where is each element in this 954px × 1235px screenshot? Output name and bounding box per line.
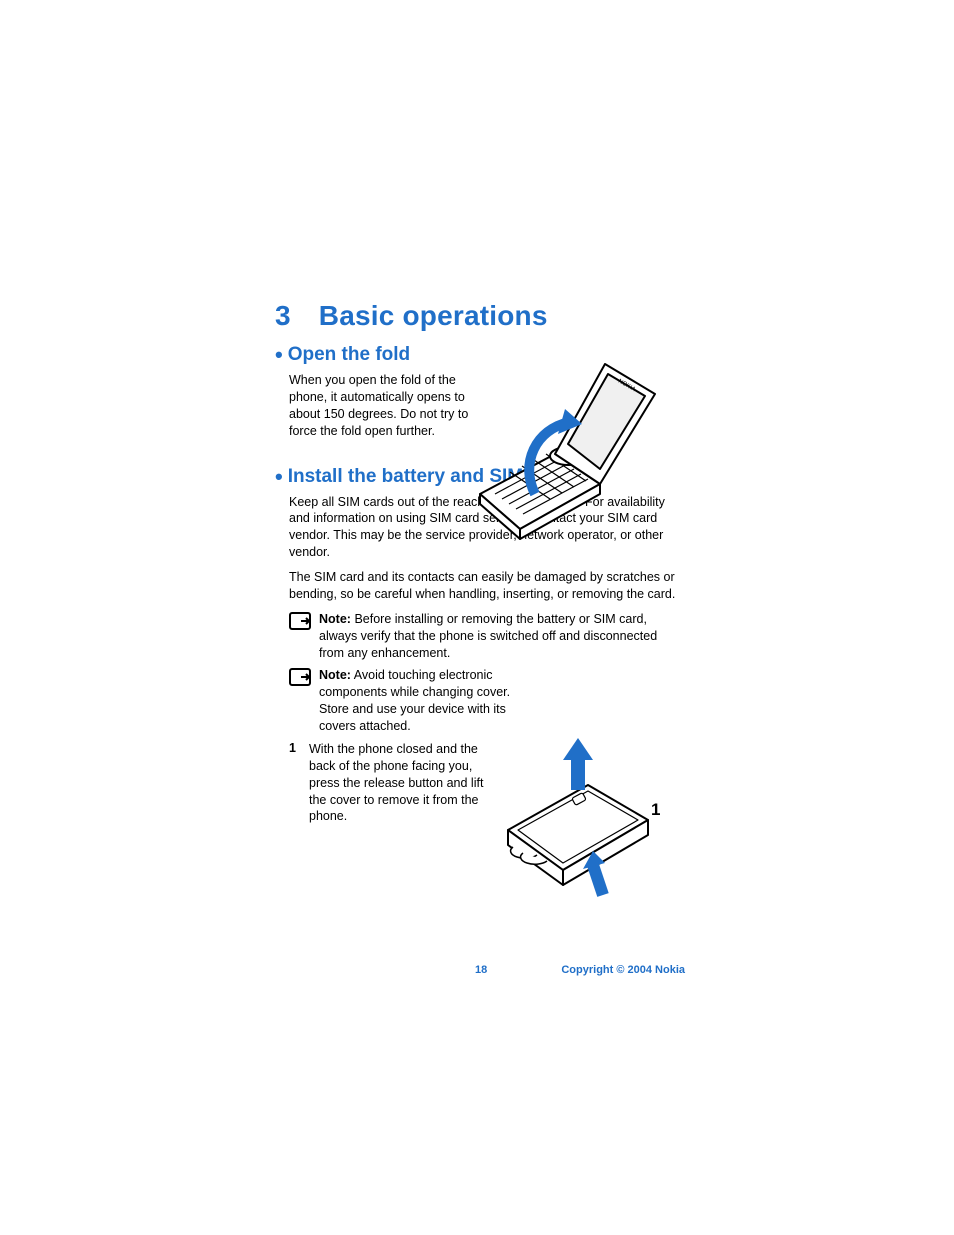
figure-open-fold: NOKIA <box>460 344 660 544</box>
page-footer: 18 Copyright © 2004 Nokia <box>275 964 685 976</box>
figure2-step-label: 1 <box>651 800 660 819</box>
note-label: Note: <box>319 612 351 626</box>
note1-body: Before installing or removing the batter… <box>319 612 657 660</box>
section2-p2: The SIM card and its contacts can easily… <box>289 569 685 603</box>
section1-body: When you open the fold of the phone, it … <box>289 372 484 440</box>
bullet-icon: • <box>275 344 283 366</box>
bullet-icon: • <box>275 466 283 488</box>
note-label: Note: <box>319 668 351 682</box>
chapter-number: 3 <box>275 300 291 331</box>
note-row-1: Note: Before installing or removing the … <box>289 611 685 662</box>
note-row-2: Note: Avoid touching electronic componen… <box>289 667 685 735</box>
figure-remove-cover: 1 <box>493 735 673 905</box>
note1-text: Note: Before installing or removing the … <box>319 611 685 662</box>
chapter-heading: 3 Basic operations <box>275 300 685 332</box>
note2-text: Note: Avoid touching electronic componen… <box>319 667 514 735</box>
chapter-title: Basic operations <box>319 300 548 331</box>
section-title: Open the fold <box>288 344 410 366</box>
footer-copyright: Copyright © 2004 Nokia <box>561 964 685 976</box>
step1-text: With the phone closed and the back of th… <box>309 741 504 825</box>
note-icon <box>289 612 311 630</box>
step-number: 1 <box>289 741 309 755</box>
note-icon <box>289 668 311 686</box>
page-number: 18 <box>475 964 487 976</box>
